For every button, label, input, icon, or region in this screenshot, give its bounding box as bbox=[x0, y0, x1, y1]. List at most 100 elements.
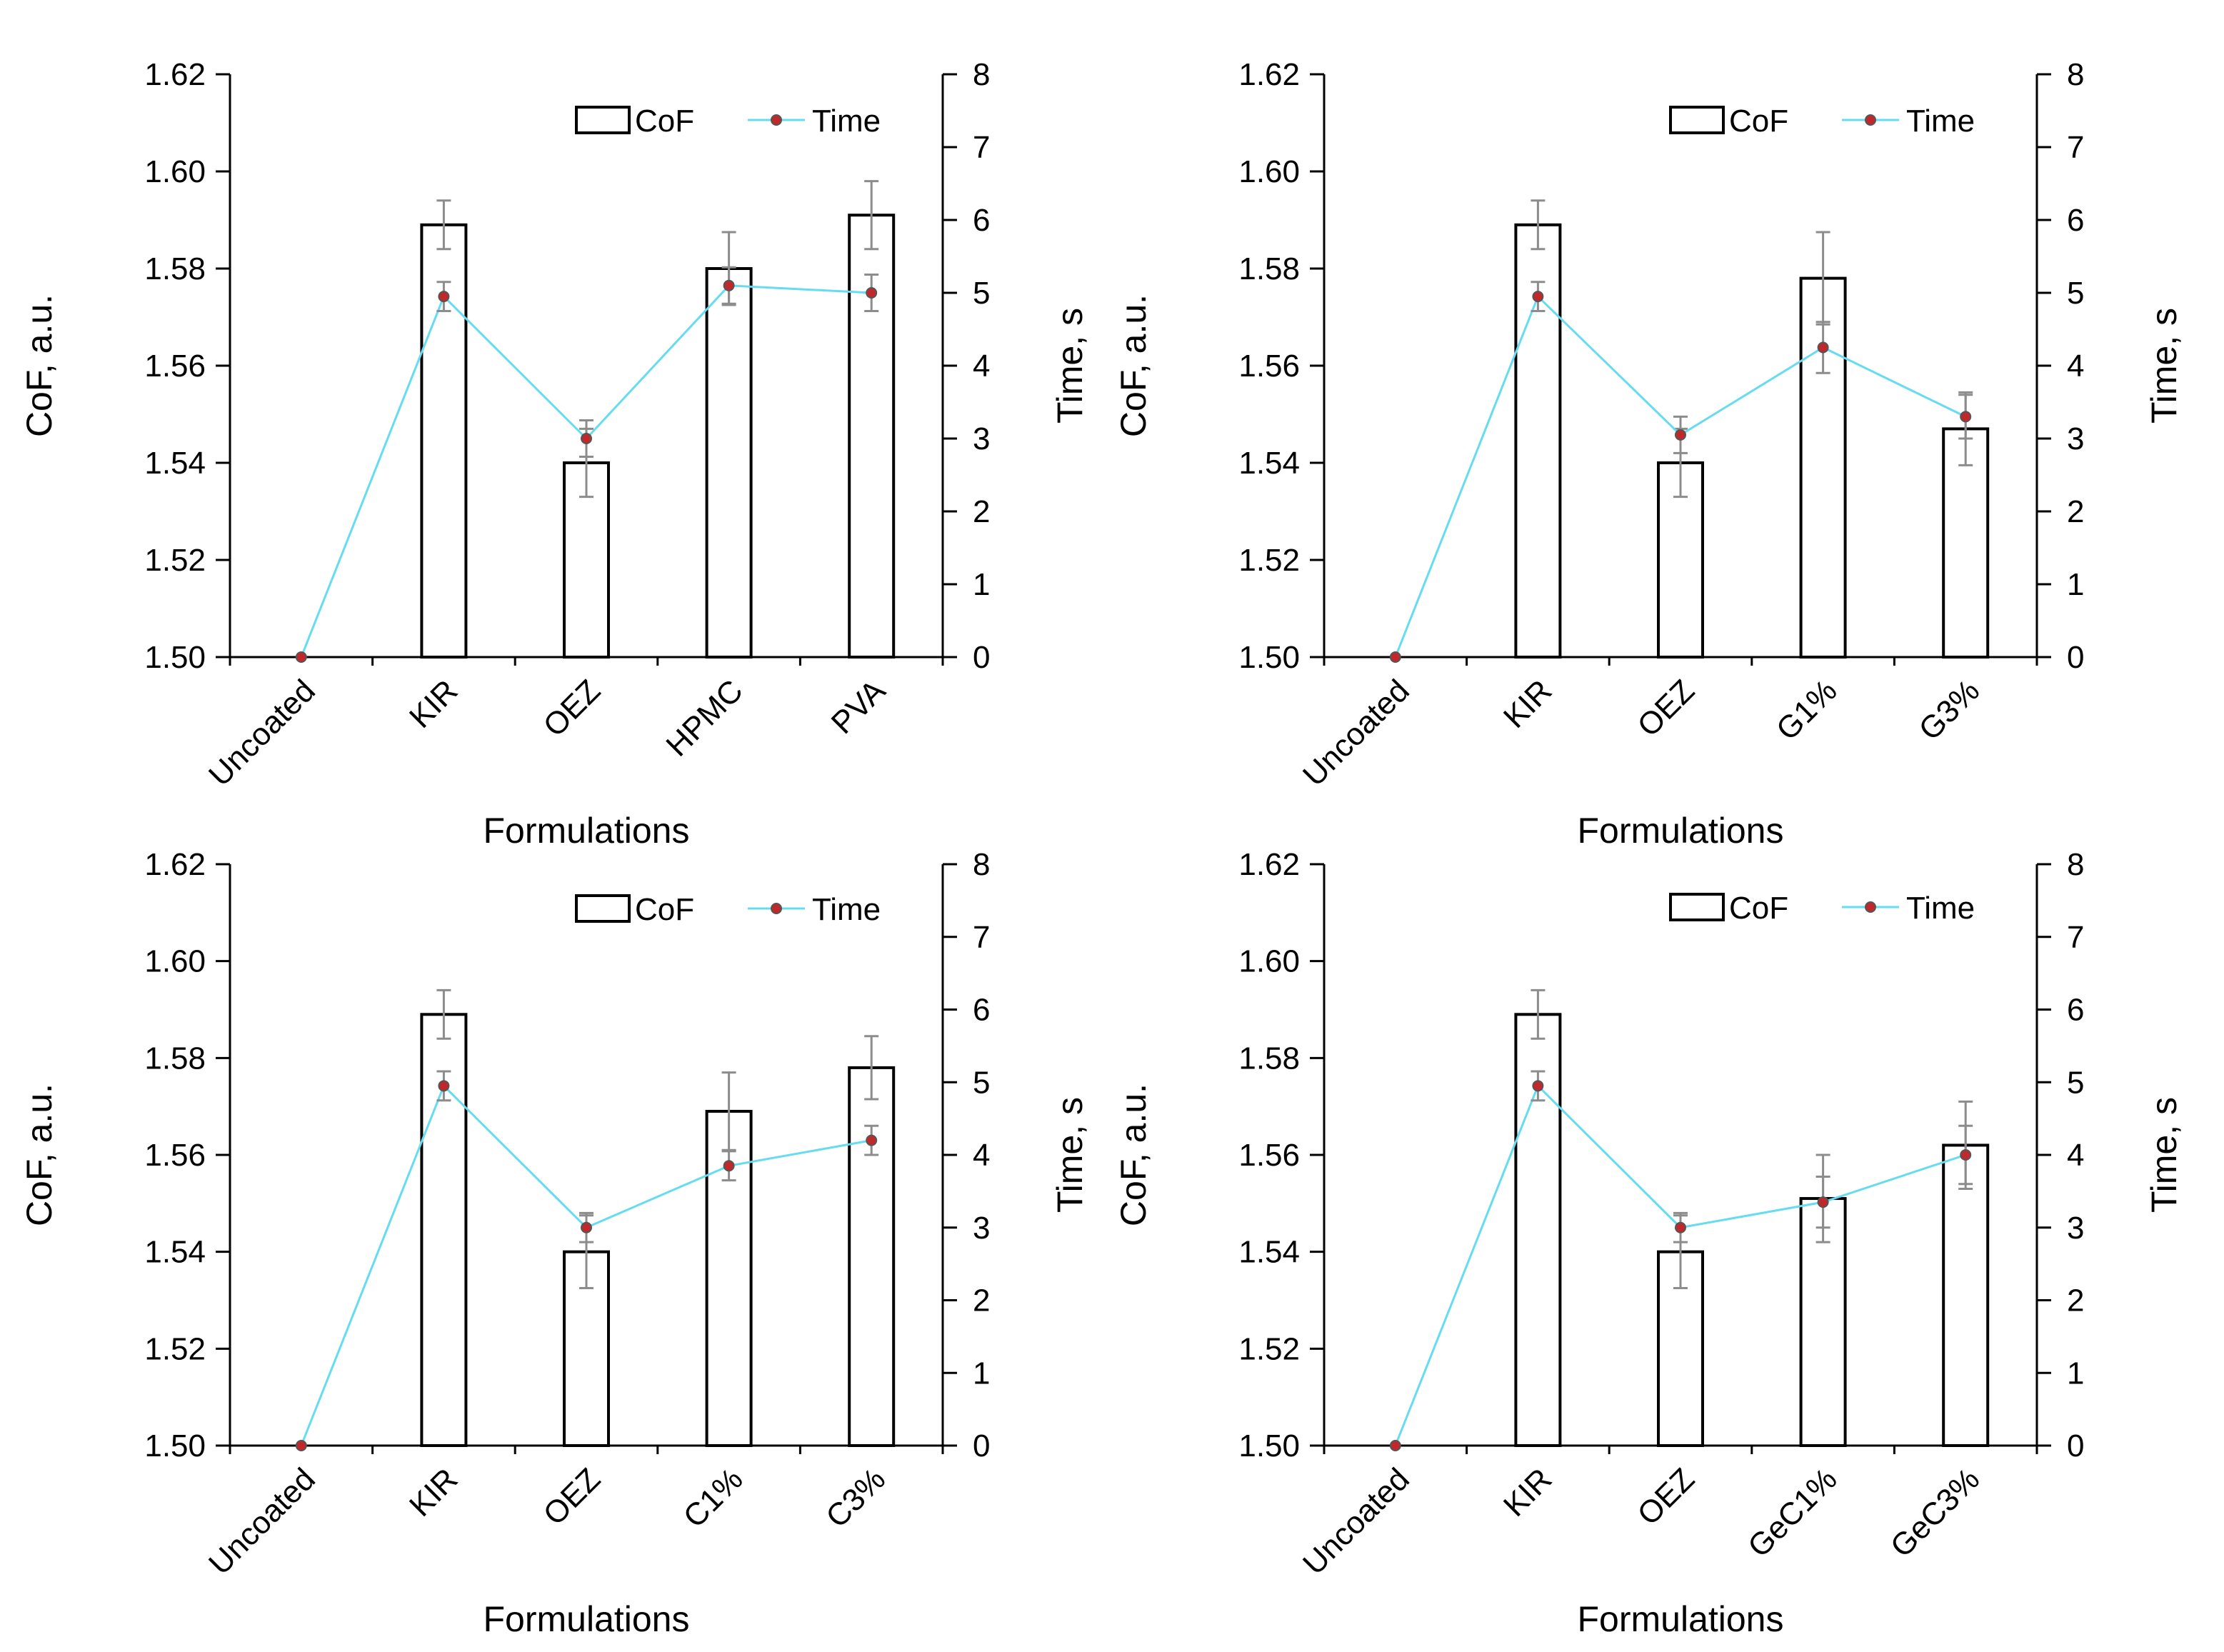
left-tick-label: 1.56 bbox=[144, 1138, 206, 1173]
right-tick-label: 5 bbox=[2067, 1065, 2084, 1100]
legend-time-label: Time bbox=[1906, 891, 1975, 926]
time-point-GeC3% bbox=[1960, 1149, 1972, 1161]
left-tick-label: 1.54 bbox=[1238, 1235, 1300, 1270]
right-tick-label: 5 bbox=[2067, 276, 2084, 311]
left-tick-label: 1.58 bbox=[1238, 1041, 1300, 1076]
time-point-KIR bbox=[438, 291, 450, 303]
category-label: PVA bbox=[825, 673, 893, 741]
time-point-OEZ bbox=[1675, 1221, 1686, 1233]
category-label: OEZ bbox=[536, 1461, 607, 1532]
legend-cof-swatch bbox=[575, 894, 631, 923]
left-tick-label: 1.54 bbox=[1238, 446, 1300, 481]
right-tick-label: 8 bbox=[973, 847, 990, 882]
cof-bar-G3% bbox=[1942, 427, 1990, 659]
category-label: G1% bbox=[1770, 673, 1844, 747]
chart-panel-top-right: 1.50 1.52 1.54 1.56 1.58 1.60 1.62 0 1 2 3 4 5 6 7 8 Unc… bbox=[1113, 57, 2184, 851]
right-tick-label: 5 bbox=[973, 1065, 990, 1100]
right-tick-label: 1 bbox=[2067, 567, 2084, 602]
time-point-OEZ bbox=[581, 433, 592, 444]
left-tick-label: 1.52 bbox=[144, 1331, 206, 1366]
right-tick-label: 0 bbox=[973, 1428, 990, 1463]
left-tick-label: 1.58 bbox=[144, 251, 206, 286]
category-label: Uncoated bbox=[1296, 673, 1416, 793]
right-tick-label: 1 bbox=[973, 1356, 990, 1391]
right-tick-label: 0 bbox=[2067, 640, 2084, 675]
category-label: KIR bbox=[403, 1461, 465, 1523]
left-tick-label: 1.56 bbox=[1238, 349, 1300, 384]
cof-bar-C3% bbox=[848, 1066, 896, 1447]
chart-panel-bottom-right: 1.50 1.52 1.54 1.56 1.58 1.60 1.62 0 1 2 3 4 5 6 7 8 Unc… bbox=[1113, 847, 2184, 1639]
category-label: KIR bbox=[1497, 1461, 1559, 1523]
legend-time-marker bbox=[1865, 901, 1876, 913]
legend-time-label: Time bbox=[1906, 104, 1975, 139]
right-tick-label: 2 bbox=[2067, 1283, 2084, 1318]
time-point-Uncoated bbox=[1389, 651, 1401, 663]
left-tick-label: 1.60 bbox=[144, 154, 206, 189]
left-tick-label: 1.62 bbox=[1238, 57, 1300, 92]
time-point-KIR bbox=[1532, 291, 1544, 303]
category-label: OEZ bbox=[1631, 673, 1701, 744]
legend-cof-swatch bbox=[1669, 106, 1725, 134]
right-tick-label: 8 bbox=[2067, 57, 2084, 92]
time-point-OEZ bbox=[1675, 429, 1686, 441]
category-label: GeC1% bbox=[1741, 1461, 1844, 1564]
x-axis-title: Formulations bbox=[484, 811, 690, 851]
left-tick-label: 1.50 bbox=[144, 640, 206, 675]
right-tick-label: 2 bbox=[973, 494, 990, 529]
time-point-C1% bbox=[723, 1160, 735, 1172]
right-tick-label: 7 bbox=[973, 920, 990, 955]
time-point-Uncoated bbox=[1389, 1440, 1401, 1451]
left-tick-label: 1.50 bbox=[1238, 1428, 1300, 1463]
left-axis-title: CoF, a.u. bbox=[1113, 1083, 1153, 1226]
legend-cof-swatch bbox=[1669, 893, 1725, 921]
time-point-Uncoated bbox=[295, 1440, 307, 1451]
x-axis-title: Formulations bbox=[1578, 811, 1784, 851]
right-tick-label: 7 bbox=[2067, 920, 2084, 955]
right-tick-label: 3 bbox=[2067, 421, 2084, 456]
left-tick-label: 1.54 bbox=[144, 446, 206, 481]
right-tick-label: 3 bbox=[973, 1211, 990, 1246]
x-axis-title: Formulations bbox=[484, 1599, 690, 1639]
left-tick-label: 1.52 bbox=[144, 543, 206, 578]
left-tick-label: 1.60 bbox=[144, 944, 206, 979]
right-tick-label: 1 bbox=[973, 567, 990, 602]
legend-cof-swatch bbox=[575, 106, 631, 134]
category-label: C3% bbox=[819, 1461, 892, 1534]
right-tick-label: 4 bbox=[973, 349, 990, 384]
left-axis-title: CoF, a.u. bbox=[1113, 294, 1153, 437]
category-label: KIR bbox=[1497, 673, 1559, 735]
category-label: HPMC bbox=[659, 673, 749, 763]
time-point-KIR bbox=[1532, 1080, 1544, 1092]
left-tick-label: 1.56 bbox=[144, 349, 206, 384]
right-tick-label: 8 bbox=[973, 57, 990, 92]
left-tick-label: 1.62 bbox=[144, 57, 206, 92]
left-axis-title: CoF, a.u. bbox=[19, 294, 59, 437]
right-tick-label: 0 bbox=[2067, 1428, 2084, 1463]
right-tick-label: 5 bbox=[973, 276, 990, 311]
legend-cof-label: CoF bbox=[635, 104, 694, 139]
right-axis-title: Time, s bbox=[2144, 308, 2184, 424]
right-tick-label: 0 bbox=[973, 640, 990, 675]
left-tick-label: 1.62 bbox=[1238, 847, 1300, 882]
right-tick-label: 7 bbox=[2067, 130, 2084, 165]
right-tick-label: 2 bbox=[2067, 494, 2084, 529]
right-tick-label: 3 bbox=[973, 421, 990, 456]
right-axis-title: Time, s bbox=[2144, 1097, 2184, 1213]
time-point-HPMC bbox=[723, 279, 735, 291]
left-tick-label: 1.52 bbox=[1238, 543, 1300, 578]
time-point-Uncoated bbox=[295, 651, 307, 663]
time-point-KIR bbox=[438, 1080, 450, 1092]
category-label: GeC3% bbox=[1884, 1461, 1987, 1564]
right-tick-label: 6 bbox=[2067, 203, 2084, 238]
right-tick-label: 6 bbox=[973, 203, 990, 238]
left-tick-label: 1.50 bbox=[1238, 640, 1300, 675]
category-label: Uncoated bbox=[202, 673, 322, 793]
time-point-G1% bbox=[1817, 341, 1829, 354]
category-label: G3% bbox=[1912, 673, 1986, 747]
left-tick-label: 1.54 bbox=[144, 1235, 206, 1270]
left-tick-label: 1.58 bbox=[144, 1041, 206, 1076]
legend-cof-label: CoF bbox=[1729, 104, 1788, 139]
time-point-G3% bbox=[1960, 411, 1972, 423]
legend-time-label: Time bbox=[812, 892, 881, 927]
